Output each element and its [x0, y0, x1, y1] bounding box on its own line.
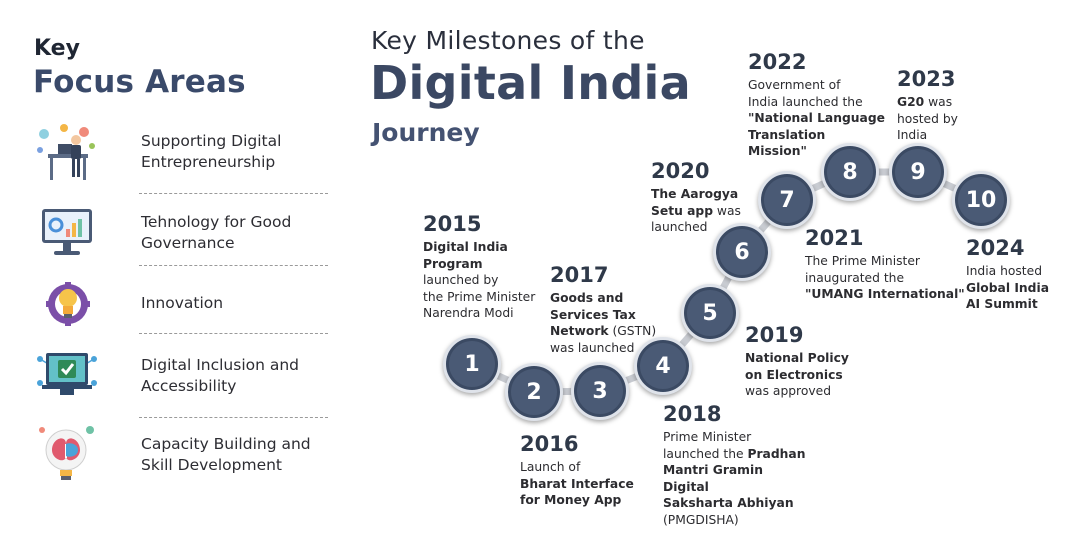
focus-item-inclusion: Digital Inclusion and Accessibility [34, 345, 334, 409]
milestone-node-9: 9 [889, 143, 947, 201]
milestone-desc: Digital India Program launched by the Prime… [423, 240, 536, 321]
milestone-desc: Goods and Services Tax Network (GSTN) was l… [550, 291, 657, 355]
focus-item-label: Digital Inclusion and Accessibility [141, 356, 300, 395]
milestone-node-4: 4 [634, 337, 692, 395]
focus-item-label: Capacity Building and Skill Development [141, 435, 311, 474]
monitor-gears-icon [42, 209, 92, 255]
divider [139, 333, 328, 334]
brain-bulb-icon [39, 426, 94, 480]
milestone-node-1: 1 [443, 335, 501, 393]
entrepreneur-desk-icon [37, 124, 95, 180]
milestone-year: 2020 [651, 159, 710, 183]
milestone-desc: Prime Minister launched the Pradhan Mantri… [663, 430, 806, 527]
focus-item-capacity: Capacity Building and Skill Development [34, 420, 334, 484]
milestone-year: 2017 [550, 263, 609, 287]
milestone-2015: 2015 Digital India Program launched by the … [423, 212, 553, 322]
milestone-year: 2019 [745, 323, 804, 347]
milestone-2020: 2020 The Aarogya Setu app was launched [651, 159, 771, 236]
milestone-desc: The Aarogya Setu app was launched [651, 187, 741, 235]
milestone-year: 2016 [520, 432, 579, 456]
milestone-year: 2024 [966, 236, 1025, 260]
milestone-year: 2021 [805, 226, 864, 250]
focus-item-label: Supporting Digital Entrepreneurship [141, 132, 282, 171]
milestone-desc: The Prime Minister inaugurated the "UMANG … [805, 254, 965, 302]
milestone-node-10: 10 [952, 171, 1010, 229]
milestone-desc: India hosted Global India AI Summit [966, 264, 1049, 312]
milestone-2017: 2017 Goods and Services Tax Network (GSTN)… [550, 263, 680, 356]
title-line-1: Key Milestones of the [371, 26, 645, 55]
milestone-node-2: 2 [505, 363, 563, 421]
focus-item-governance: Tehnology for Good Governance [34, 203, 334, 267]
milestone-year: 2022 [748, 50, 807, 74]
focus-item-innovation: Innovation [34, 274, 334, 338]
milestone-desc: Launch of Bharat Interface for Money App [520, 460, 634, 508]
milestone-2016: 2016 Launch of Bharat Interface for Money … [520, 432, 650, 509]
milestone-node-8: 8 [821, 143, 879, 201]
milestone-2022: 2022 Government of India launched the "Nat… [748, 50, 888, 160]
milestone-node-5: 5 [681, 284, 739, 342]
milestone-node-3: 3 [571, 362, 629, 420]
milestone-desc: G20 was hosted by India [897, 95, 958, 143]
milestone-node-7: 7 [758, 171, 816, 229]
milestone-year: 2015 [423, 212, 482, 236]
divider [139, 193, 328, 194]
milestone-desc: National Policy on Electronics was approve… [745, 351, 849, 399]
divider [139, 417, 328, 418]
milestone-2021: 2021 The Prime Minister inaugurated the "U… [805, 226, 965, 303]
focus-item-label: Tehnology for Good Governance [141, 213, 292, 252]
focus-item-entrepreneurship: Supporting Digital Entrepreneurship [34, 120, 334, 184]
milestone-2023: 2023 G20 was hosted by India [897, 67, 997, 144]
milestone-node-6: 6 [713, 223, 771, 281]
focus-areas-title: Focus Areas [33, 64, 246, 100]
milestone-desc: Government of India launched the "National… [748, 78, 885, 159]
milestone-2019: 2019 National Policy on Electronics was ap… [745, 323, 875, 400]
lightbulb-gear-icon [46, 282, 90, 326]
milestone-year: 2023 [897, 67, 956, 91]
focus-item-label: Innovation [141, 294, 224, 312]
key-label: Key [34, 36, 80, 61]
milestone-year: 2018 [663, 402, 722, 426]
divider [139, 265, 328, 266]
title-line-2: Digital India [370, 56, 691, 110]
milestone-2024: 2024 India hosted Global India AI Summit [966, 236, 1071, 313]
monitor-checkmark-icon [37, 353, 97, 395]
title-line-3: Journey [372, 118, 480, 147]
milestone-2018: 2018 Prime Minister launched the Pradhan M… [663, 402, 813, 529]
